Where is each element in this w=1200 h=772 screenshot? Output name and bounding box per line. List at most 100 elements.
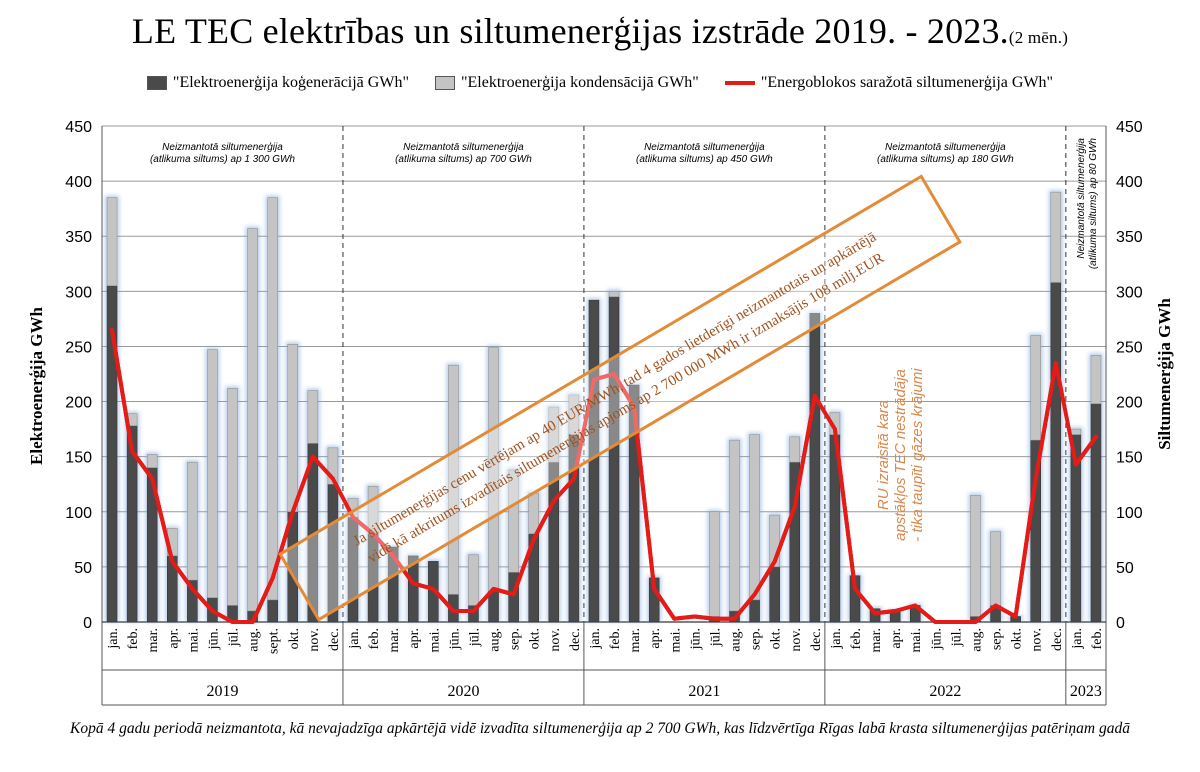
x-tick-label: aug. — [729, 628, 744, 652]
y-tick-label: 200 — [65, 395, 92, 412]
legend-swatch-heat — [724, 81, 755, 85]
y2-tick-label: 0 — [1116, 615, 1125, 632]
y2-axis-title: Siltumenerģija GWh — [1155, 298, 1174, 450]
x-tick-label: mar. — [146, 628, 161, 653]
x-tick-label: jan. — [588, 628, 603, 650]
year-label: 2021 — [688, 683, 720, 700]
x-tick-label: apr. — [648, 628, 663, 649]
y-tick-label: 400 — [65, 174, 92, 191]
legend-label-cogeneration: "Elektroenerģija koģenerācijā GWh" — [172, 74, 409, 91]
bar-condensation — [990, 531, 1001, 606]
bar-condensation — [709, 511, 720, 617]
legend-label-heat: "Energoblokos saražotā siltumenerģija GW… — [760, 74, 1054, 91]
x-tick-label: jūl. — [949, 628, 964, 647]
x-tick-label: dec. — [1050, 628, 1065, 651]
y-tick-label: 0 — [83, 615, 92, 632]
x-tick-label: jūn. — [688, 628, 703, 650]
year-label: 2022 — [929, 683, 961, 700]
y2-tick-label: 400 — [1116, 174, 1143, 191]
y-tick-label: 150 — [65, 450, 92, 467]
x-tick-label: mai. — [668, 628, 683, 653]
x-tick-label: nov. — [307, 628, 322, 652]
section-note-line1: Neizmantotā siltumenerģija — [644, 140, 765, 153]
bar-cogeneration — [628, 384, 640, 623]
y-tick-label: 50 — [74, 560, 92, 577]
x-tick-label: nov. — [548, 628, 563, 652]
bar-condensation — [307, 390, 319, 444]
bar-condensation — [227, 388, 238, 606]
section-note-line2: (atlikuma siltums) ap 1 300 GWh — [150, 154, 295, 165]
bar-condensation — [1090, 355, 1102, 405]
bar-cogeneration — [809, 313, 821, 623]
x-tick-label: jūn. — [929, 628, 944, 650]
x-tick-label: sep. — [749, 628, 764, 650]
section-note-line1: Neizmantotā siltumenerģija — [1074, 138, 1087, 259]
legend: "Elektroenerģija koģenerācijā GWh" "Elek… — [0, 74, 1200, 92]
section-note-line2: (atlikuma siltums) ap 180 GWh — [877, 154, 1014, 165]
y-tick-label: 350 — [65, 229, 92, 246]
x-tick-label: sept. — [267, 628, 282, 654]
bar-cogeneration — [267, 599, 278, 623]
section-note-line1: Neizmantotā siltumenerģija — [885, 140, 1006, 153]
bar-cogeneration — [1050, 282, 1062, 623]
x-tick-label: jūn. — [206, 628, 221, 650]
bar-condensation — [508, 469, 519, 573]
section-note-line2: (atlikuma siltums) ap 80 GWh — [1088, 138, 1099, 270]
section-note-line1: Neizmantotā siltumenerģija — [162, 140, 283, 153]
x-tick-label: feb. — [1090, 628, 1105, 649]
legend-item-condensation: "Elektroenerģija kondensācijā GWh" — [434, 74, 699, 92]
x-tick-label: mar. — [387, 628, 402, 653]
bar-condensation — [1050, 191, 1062, 283]
x-tick-label: jan. — [106, 628, 121, 650]
x-tick-label: jūl. — [467, 628, 482, 647]
bar-cogeneration — [488, 590, 499, 623]
bar-condensation — [327, 447, 339, 485]
y2-tick-label: 300 — [1116, 284, 1143, 301]
bar-condensation — [528, 492, 539, 535]
bar-condensation — [1070, 428, 1082, 435]
y-axis-title: Elektroenerģija GWh — [27, 307, 46, 465]
x-tick-label: feb. — [367, 628, 382, 649]
x-tick-label: mar. — [869, 628, 884, 653]
chart-title-main: LE TEC elektrības un siltumenerģijas izs… — [131, 11, 1009, 51]
year-label: 2020 — [447, 683, 479, 700]
bar-condensation — [729, 439, 740, 612]
x-tick-label: feb. — [608, 628, 623, 649]
x-tick-label: jūl. — [227, 628, 242, 647]
x-tick-label: mai. — [909, 628, 924, 653]
x-tick-label: apr. — [889, 628, 904, 649]
x-tick-label: aug. — [247, 628, 262, 652]
callout-frame — [278, 174, 962, 622]
bar-cogeneration — [608, 296, 620, 623]
heat-line-continuous — [110, 327, 1098, 624]
war-note-line: - tika taupīti gāzes krājumi — [909, 368, 926, 542]
bar-condensation — [568, 394, 580, 435]
legend-swatch-cogeneration — [146, 76, 167, 90]
x-tick-label: mai. — [427, 628, 442, 653]
chart-title: LE TEC elektrības un siltumenerģijas izs… — [0, 10, 1200, 52]
x-tick-label: jūl. — [708, 628, 723, 647]
x-tick-label: aug. — [969, 628, 984, 652]
legend-item-cogeneration: "Elektroenerģija koģenerācijā GWh" — [146, 74, 409, 92]
bar-condensation — [448, 364, 459, 595]
section-note-line2: (atlikuma siltums) ap 450 GWh — [636, 154, 773, 165]
x-tick-label: jan. — [829, 628, 844, 650]
x-tick-label: feb. — [849, 628, 864, 649]
y2-tick-label: 200 — [1116, 395, 1143, 412]
x-tick-label: mar. — [628, 628, 643, 653]
bar-condensation — [1030, 335, 1041, 441]
y2-tick-label: 50 — [1116, 560, 1134, 577]
bar-condensation — [548, 406, 560, 463]
x-tick-label: aug. — [488, 628, 503, 652]
bar-condensation — [146, 454, 158, 468]
footnote: Kopā 4 gadu periodā neizmantota, kā neva… — [70, 720, 1130, 737]
legend-item-heat: "Energoblokos saražotā siltumenerģija GW… — [724, 74, 1054, 92]
bar-cogeneration — [407, 555, 419, 623]
x-tick-label: jan. — [347, 628, 362, 650]
y-tick-label: 250 — [65, 339, 92, 356]
x-tick-label: okt. — [1010, 628, 1025, 649]
bar-condensation — [468, 554, 479, 606]
x-tick-label: apr. — [407, 628, 422, 649]
bar-condensation — [207, 349, 218, 599]
